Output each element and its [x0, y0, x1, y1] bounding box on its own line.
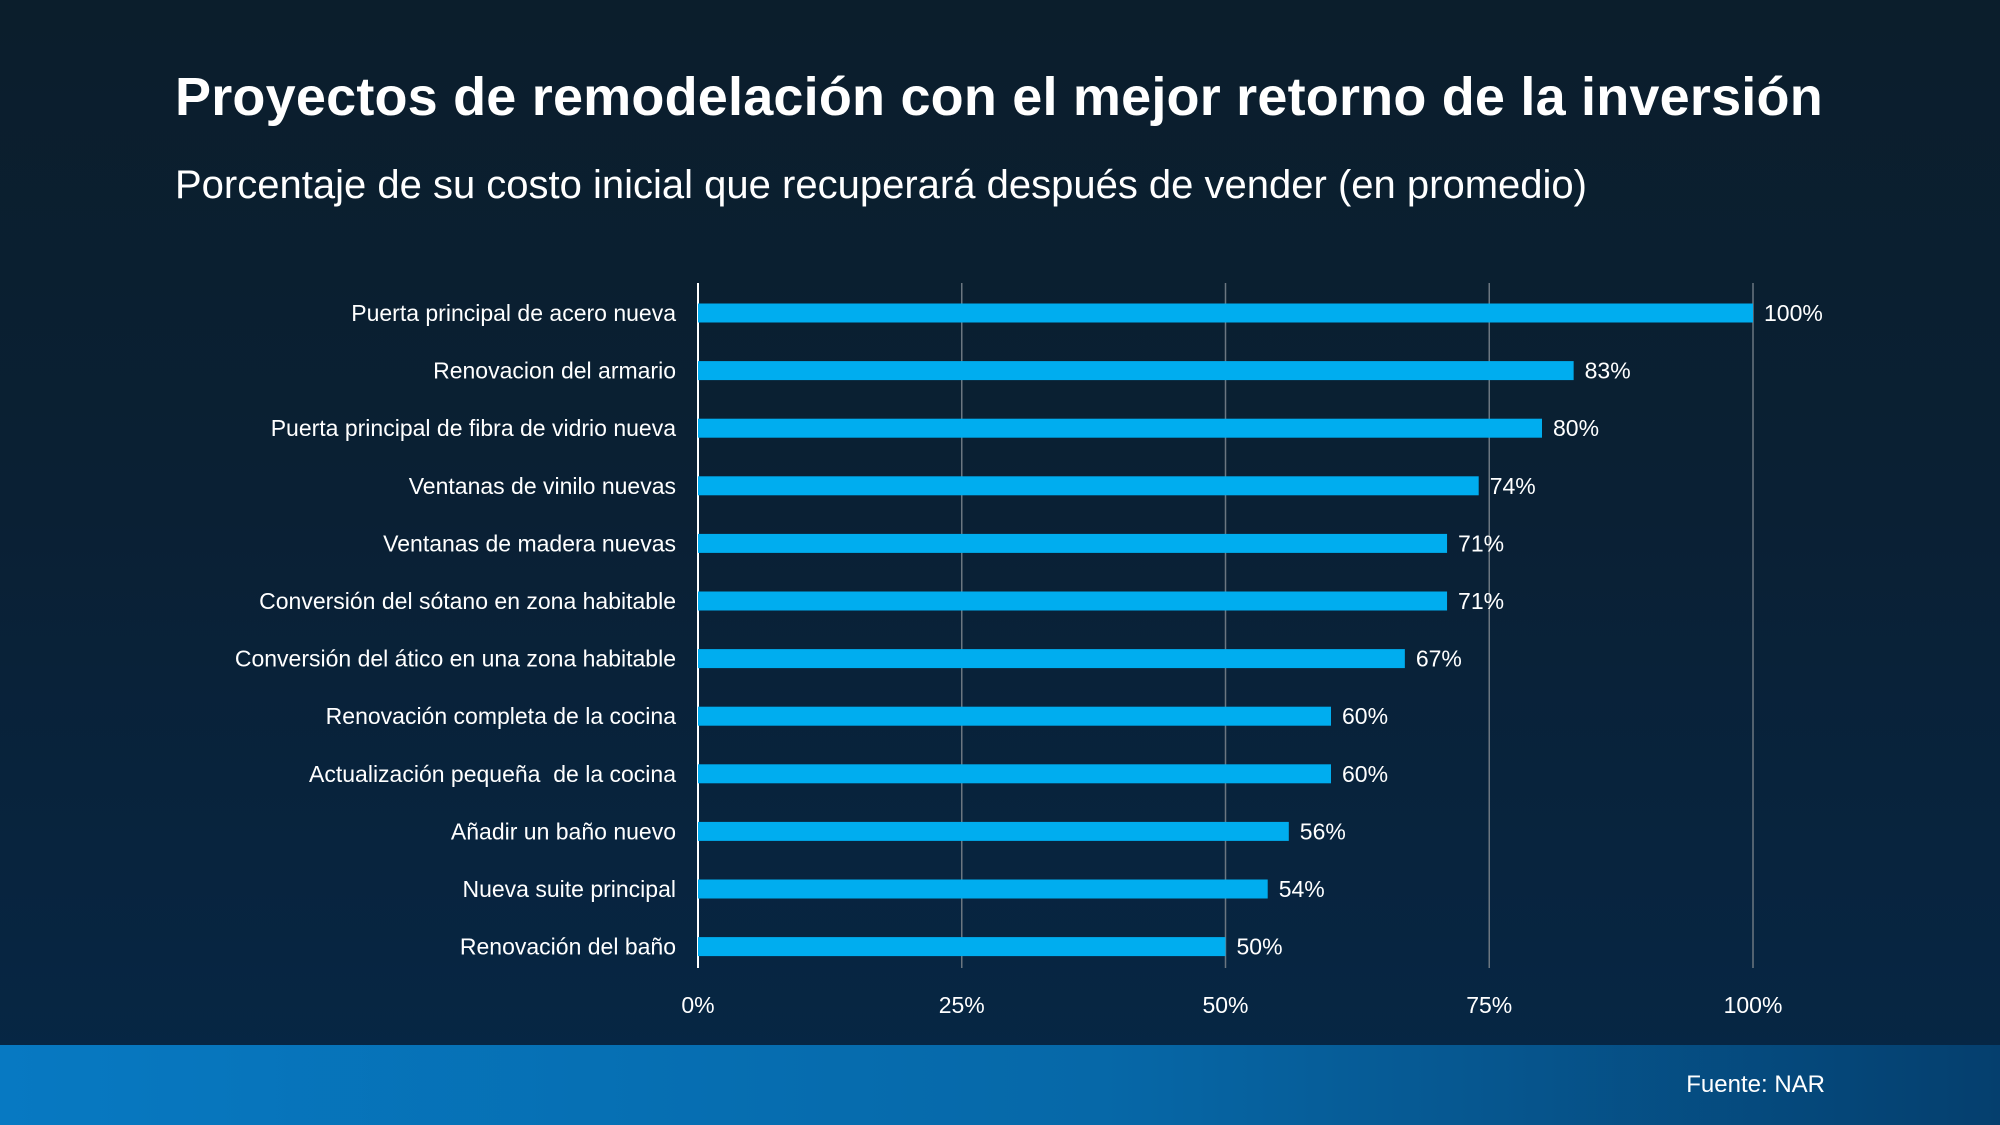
bar: [698, 937, 1226, 957]
footer-band: Fuente: NAR: [0, 1045, 2000, 1125]
category-label: Ventanas de madera nuevas: [383, 530, 676, 556]
value-label: 83%: [1585, 358, 1631, 384]
bar: [698, 649, 1405, 669]
value-label: 54%: [1279, 876, 1325, 902]
value-label: 71%: [1458, 588, 1504, 614]
category-label: Ventanas de vinilo nuevas: [409, 473, 676, 499]
category-label: Nueva suite principal: [462, 876, 676, 902]
category-label: Conversión del ático en una zona habitab…: [235, 646, 676, 672]
category-label: Actualización pequeña de la cocina: [309, 761, 676, 787]
chart-title: Proyectos de remodelación con el mejor r…: [175, 67, 1823, 127]
category-label: Renovación del baño: [460, 934, 676, 960]
x-tick-label: 100%: [1724, 992, 1783, 1018]
x-tick-label: 0%: [681, 992, 714, 1018]
bar: [698, 533, 1448, 553]
bar: [698, 821, 1289, 841]
bar: [698, 361, 1574, 381]
value-label: 71%: [1458, 530, 1504, 556]
bar: [698, 591, 1448, 611]
value-label: 74%: [1490, 473, 1536, 499]
value-label: 80%: [1553, 415, 1599, 441]
x-tick-label: 25%: [939, 992, 985, 1018]
category-label: Puerta principal de fibra de vidrio nuev…: [271, 415, 677, 441]
category-label: Añadir un baño nuevo: [451, 818, 676, 844]
x-tick-label: 50%: [1202, 992, 1248, 1018]
bar: [698, 764, 1331, 784]
x-tick-label: 75%: [1466, 992, 1512, 1018]
bar: [698, 418, 1542, 438]
source-note: Fuente: NAR: [1686, 1071, 1825, 1098]
bar: [698, 303, 1753, 323]
category-label: Renovación completa de la cocina: [326, 703, 677, 729]
bar: [698, 706, 1331, 726]
category-label: Puerta principal de acero nueva: [351, 300, 676, 326]
bar: [698, 476, 1479, 496]
value-label: 50%: [1237, 934, 1283, 960]
bar-chart: 0% 25% 50% 75% 100% Puerta principal de acero…: [235, 283, 1823, 1018]
category-label: Renovacion del armario: [433, 358, 676, 384]
value-label: 67%: [1416, 646, 1462, 672]
category-label: Conversión del sótano en zona habitable: [259, 588, 676, 614]
value-label: 100%: [1764, 300, 1823, 326]
value-label: 60%: [1342, 703, 1388, 729]
value-label: 56%: [1300, 818, 1346, 844]
value-label: 60%: [1342, 761, 1388, 787]
chart-subtitle: Porcentaje de su costo inicial que recup…: [175, 163, 1587, 207]
bar: [698, 879, 1268, 899]
